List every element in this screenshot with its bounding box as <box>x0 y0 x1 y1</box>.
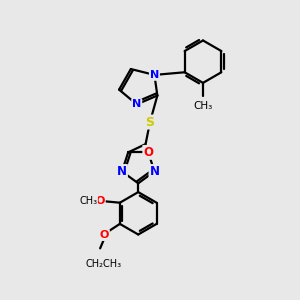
Text: N: N <box>117 165 127 178</box>
Text: N: N <box>132 99 141 110</box>
Text: N: N <box>149 165 160 178</box>
Text: S: S <box>146 116 154 128</box>
Text: O: O <box>95 196 105 206</box>
Text: CH₂CH₃: CH₂CH₃ <box>85 259 121 269</box>
Text: CH₃: CH₃ <box>79 196 98 206</box>
Text: O: O <box>143 146 153 159</box>
Text: N: N <box>150 70 159 80</box>
Text: CH₃: CH₃ <box>194 100 213 110</box>
Text: O: O <box>100 230 109 240</box>
